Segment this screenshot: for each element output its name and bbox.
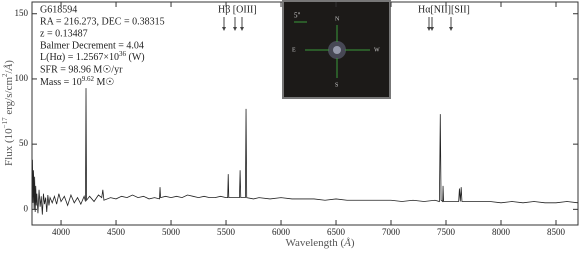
balmer-decrement: Balmer Decrement = 4.04 (40, 40, 144, 51)
text-part: ) (351, 237, 355, 249)
east-label: E (292, 47, 296, 53)
line-label: Hα[NII][SII] (418, 4, 470, 15)
y-tick-label: 0 (24, 203, 29, 213)
y-tick-label: 150 (15, 8, 29, 18)
line-label: Hβ [OIII] (218, 4, 257, 15)
info-block: G618594 RA = 216.273, DEC = 0.38315 z = … (40, 4, 165, 88)
superscript: −17 (1, 117, 9, 128)
text-part: M☉ (94, 77, 114, 88)
text-part: (W) (126, 52, 145, 63)
superscript: 9.62 (82, 75, 95, 83)
superscript: 36 (119, 50, 127, 58)
luminosity: L(Hα) = 1.2567×1036 (W) (40, 50, 145, 64)
text-part: erg/s/cm (3, 77, 15, 118)
text-part: L(Hα) = 1.2567×10 (40, 52, 119, 63)
x-tick-label: 7500 (437, 227, 456, 237)
text-part: / (3, 69, 15, 73)
text-part: ) (3, 60, 15, 64)
x-tick-label: 8000 (492, 227, 511, 237)
coordinates: RA = 216.273, DEC = 0.38315 (40, 16, 165, 27)
south-label: S (335, 82, 338, 88)
x-tick-label: 6000 (272, 227, 291, 237)
crosshair (294, 21, 370, 78)
x-tick-label: 4500 (107, 227, 126, 237)
superscript: 2 (1, 73, 9, 77)
x-tick-label: 4000 (52, 227, 71, 237)
text-part: Mass = 10 (40, 77, 82, 88)
text-part: Wavelength ( (285, 237, 344, 249)
marker-arrows (223, 17, 452, 30)
x-tick-label: 5500 (217, 227, 236, 237)
x-tick-label: 6500 (327, 227, 346, 237)
x-tick-label: 5000 (162, 227, 181, 237)
x-tick-label: 8500 (547, 227, 566, 237)
redshift: z = 0.13487 (40, 28, 88, 39)
scale-label: 5" (294, 12, 301, 20)
spectrum-line (32, 88, 579, 215)
y-axis-label: Flux (10−17 erg/s/cm2/Å) (1, 60, 15, 166)
thumbnail: 5" N S E W (282, 0, 391, 99)
galaxy-core (333, 46, 341, 54)
arrow-heads (222, 27, 453, 31)
sfr: SFR = 98.96 M☉/yr (40, 64, 123, 75)
line-markers: Hβ [OIII] Hα[NII][SII] (218, 4, 470, 31)
x-axis-label: Wavelength (Å) (285, 237, 354, 249)
x-tick-label: 7000 (382, 227, 401, 237)
y-tick-label: 50 (19, 138, 29, 148)
west-label: W (374, 47, 380, 53)
text-part: Å (343, 237, 351, 249)
text-part: Flux (10 (3, 128, 15, 166)
galaxy-id: G618594 (40, 4, 77, 15)
text-part: Å (3, 63, 15, 71)
y-tick-label: 100 (15, 73, 29, 83)
mass: Mass = 109.62 M☉ (40, 75, 114, 89)
north-label: N (335, 16, 340, 22)
